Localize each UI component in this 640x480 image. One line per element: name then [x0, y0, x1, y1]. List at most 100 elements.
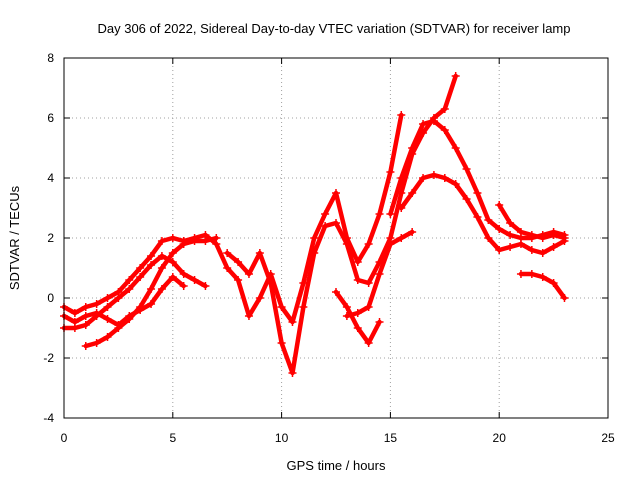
x-tick-label: 15 — [384, 431, 398, 445]
data-point-marker — [506, 231, 515, 239]
data-point-marker — [386, 168, 395, 176]
data-point-marker — [70, 318, 79, 326]
series-trace-10 — [516, 270, 569, 302]
series-trace-9 — [495, 201, 569, 242]
series-line — [61, 274, 186, 328]
data-point-marker — [157, 237, 166, 245]
data-point-marker — [81, 312, 90, 320]
data-point-marker — [364, 303, 373, 311]
data-point-marker — [451, 72, 460, 80]
data-point-marker — [168, 273, 177, 281]
data-point-marker — [342, 303, 351, 311]
y-tick-label: 6 — [47, 111, 54, 125]
data-point-marker — [147, 252, 156, 260]
data-point-marker — [527, 270, 536, 278]
data-point-marker — [103, 315, 112, 323]
y-tick-label: 8 — [47, 51, 54, 65]
data-point-marker — [516, 270, 525, 278]
x-tick-label: 10 — [275, 431, 289, 445]
data-point-marker — [549, 279, 558, 287]
data-point-marker — [92, 309, 101, 317]
data-point-marker — [495, 225, 504, 233]
data-point-marker — [451, 144, 460, 152]
x-tick-label: 25 — [601, 431, 615, 445]
data-point-marker — [201, 237, 210, 245]
data-point-marker — [81, 303, 90, 311]
data-point-marker — [397, 234, 406, 242]
data-point-marker — [332, 219, 340, 227]
chart-title: Day 306 of 2022, Sidereal Day-to-day VTE… — [97, 21, 570, 36]
y-tick-label: -4 — [43, 411, 54, 425]
data-point-marker — [255, 294, 264, 302]
data-point-marker — [440, 174, 449, 182]
series-line — [61, 253, 208, 331]
data-point-marker — [516, 228, 525, 236]
data-point-marker — [157, 285, 166, 293]
data-point-marker — [353, 324, 362, 332]
data-point-marker — [125, 312, 134, 320]
y-tick-label: 4 — [47, 171, 54, 185]
x-tick-label: 0 — [61, 431, 68, 445]
data-point-marker — [375, 270, 384, 278]
y-axis-label: SDTVAR / TECUs — [7, 185, 22, 290]
data-point-marker — [495, 246, 504, 254]
x-tick-label: 5 — [169, 431, 176, 445]
data-point-marker — [495, 201, 504, 209]
data-point-marker — [484, 234, 493, 242]
data-point-marker — [157, 264, 166, 272]
data-point-marker — [92, 339, 101, 347]
series-trace-2 — [60, 252, 210, 332]
data-point-marker — [440, 126, 449, 134]
series-line — [224, 73, 458, 376]
data-point-marker — [353, 258, 362, 266]
data-point-marker — [440, 105, 449, 113]
data-point-marker — [125, 285, 134, 293]
series-line — [61, 112, 404, 325]
data-point-marker — [168, 249, 177, 257]
data-point-marker — [266, 279, 275, 287]
data-point-marker — [538, 273, 547, 281]
data-point-marker — [103, 294, 112, 302]
data-point-marker — [397, 111, 406, 119]
data-point-marker — [527, 231, 536, 239]
data-point-marker — [538, 249, 547, 257]
data-point-marker — [244, 270, 253, 278]
series-trace-4 — [60, 273, 188, 329]
data-point-marker — [408, 228, 417, 236]
data-point-marker — [375, 210, 384, 218]
data-point-marker — [234, 258, 243, 266]
data-point-marker — [484, 216, 493, 224]
data-point-marker — [168, 234, 177, 242]
data-point-marker — [310, 234, 319, 242]
data-point-marker — [179, 240, 188, 248]
series-layer — [60, 72, 569, 377]
data-point-marker — [321, 210, 330, 218]
series-line — [399, 172, 567, 256]
data-point-marker — [299, 303, 308, 311]
data-point-marker — [408, 144, 417, 152]
data-point-marker — [147, 261, 156, 269]
series-trace-3 — [81, 234, 221, 350]
series-trace-8 — [342, 228, 417, 320]
data-point-marker — [81, 321, 90, 329]
data-point-marker — [255, 249, 264, 257]
data-point-marker — [147, 285, 156, 293]
data-point-marker — [386, 210, 395, 218]
data-point-marker — [136, 306, 145, 314]
data-point-marker — [386, 240, 395, 248]
data-point-marker — [212, 234, 221, 242]
data-point-marker — [190, 276, 199, 284]
data-point-marker — [364, 279, 373, 287]
x-tick-label: 20 — [493, 431, 507, 445]
y-tick-label: 0 — [47, 291, 54, 305]
x-axis-label: GPS time / hours — [287, 458, 386, 473]
data-point-marker — [288, 318, 297, 326]
data-point-marker — [560, 294, 569, 302]
data-point-marker — [157, 252, 166, 260]
data-point-marker — [527, 246, 536, 254]
data-point-marker — [277, 339, 286, 347]
data-point-marker — [103, 333, 112, 341]
data-point-marker — [549, 231, 558, 239]
data-point-marker — [136, 273, 145, 281]
